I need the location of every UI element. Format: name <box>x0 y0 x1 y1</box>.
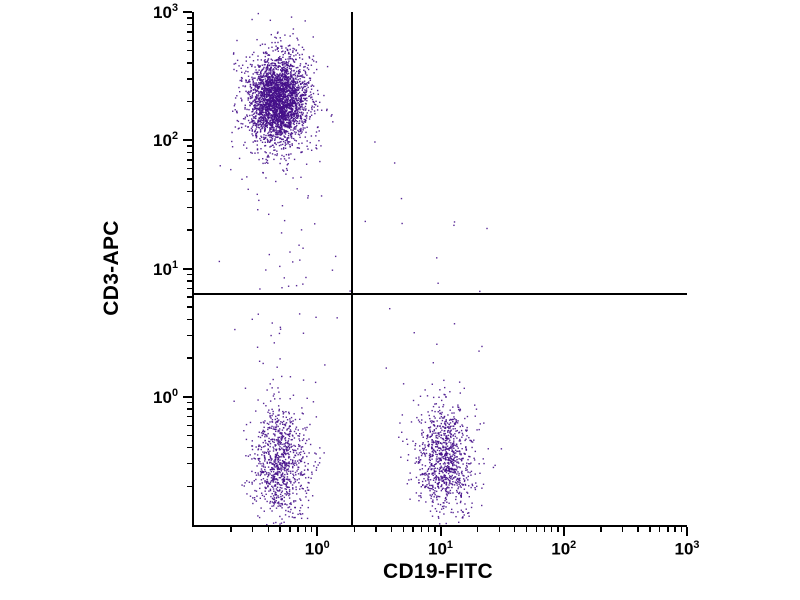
y-minor-tick <box>187 145 192 147</box>
x-minor-tick <box>498 527 500 532</box>
x-minor-tick <box>551 527 553 532</box>
y-minor-tick <box>187 17 192 19</box>
y-minor-tick <box>187 318 192 321</box>
y-minor-tick <box>187 31 192 33</box>
x-minor-tick <box>434 527 436 532</box>
y-minor-tick <box>187 168 192 170</box>
y-major-tick <box>183 139 192 142</box>
x-minor-tick <box>310 527 313 532</box>
x-minor-tick <box>649 527 651 532</box>
x-minor-tick <box>304 527 306 532</box>
y-minor-tick <box>187 62 192 64</box>
y-minor-tick <box>187 190 192 192</box>
y-major-tick <box>183 395 192 398</box>
x-minor-tick <box>600 527 602 532</box>
y-minor-tick <box>187 485 192 488</box>
y-minor-tick <box>187 49 192 52</box>
x-major-tick <box>439 527 442 536</box>
y-minor-tick <box>187 447 192 449</box>
y-minor-tick <box>187 415 192 418</box>
y-minor-tick <box>187 401 192 404</box>
y-minor-tick <box>187 306 192 308</box>
y-major-tick <box>183 267 192 270</box>
x-minor-tick <box>230 527 232 532</box>
x-major-tick <box>686 527 688 536</box>
x-minor-tick <box>667 527 669 532</box>
x-minor-tick <box>375 527 377 532</box>
x-tick-label: 101 <box>428 539 453 559</box>
x-minor-tick <box>267 527 269 532</box>
plot-area: 100 101 102 103 100 101 102 103 <box>153 3 699 558</box>
y-minor-tick <box>187 151 192 154</box>
x-major-tick <box>562 527 565 536</box>
x-minor-tick <box>543 527 546 532</box>
y-minor-tick <box>187 280 192 282</box>
y-axis-title: CD3-APC <box>100 220 123 316</box>
y-minor-tick <box>187 287 192 290</box>
x-minor-tick <box>621 527 624 532</box>
x-minor-tick <box>297 527 299 532</box>
y-minor-tick <box>187 357 192 359</box>
x-minor-tick <box>427 527 430 532</box>
y-minor-tick <box>187 408 192 410</box>
x-minor-tick <box>420 527 423 532</box>
x-minor-tick <box>289 527 291 532</box>
scatter-canvas <box>194 12 687 525</box>
y-minor-tick <box>187 206 192 208</box>
quadrant-gate-horizontal <box>194 293 687 296</box>
x-minor-tick <box>476 527 479 532</box>
x-minor-tick <box>353 527 356 532</box>
x-tick-label: 100 <box>304 539 330 559</box>
x-minor-tick <box>514 527 516 532</box>
y-minor-tick <box>187 424 192 426</box>
y-minor-tick <box>187 23 192 26</box>
y-minor-tick <box>187 273 192 276</box>
x-minor-tick <box>680 527 683 532</box>
y-minor-tick <box>187 39 192 42</box>
x-minor-tick <box>390 527 393 532</box>
y-minor-tick <box>187 159 192 161</box>
x-minor-tick <box>557 527 559 532</box>
y-minor-tick <box>187 334 192 337</box>
x-axis-title: CD19-FITC <box>382 560 494 583</box>
x-minor-tick <box>252 527 254 532</box>
y-minor-tick <box>187 229 192 231</box>
y-minor-tick <box>187 463 192 465</box>
quadrant-gate-vertical <box>350 12 353 525</box>
x-minor-tick <box>535 527 538 532</box>
x-minor-tick <box>525 527 528 532</box>
y-tick-label: 102 <box>153 130 178 151</box>
y-tick-label: 103 <box>153 2 178 22</box>
y-minor-tick <box>187 178 192 180</box>
x-major-tick <box>316 527 319 536</box>
x-minor-tick <box>412 527 414 532</box>
x-tick-label: 102 <box>551 539 577 559</box>
y-tick-label: 100 <box>153 386 178 407</box>
x-minor-tick <box>658 527 661 532</box>
x-tick-label: 103 <box>674 539 700 559</box>
x-minor-tick <box>279 527 281 532</box>
y-minor-tick <box>187 78 192 80</box>
x-minor-tick <box>637 527 639 532</box>
y-minor-tick <box>187 100 192 103</box>
y-minor-tick <box>187 296 192 298</box>
x-minor-tick <box>674 527 676 532</box>
y-tick-label: 101 <box>153 258 178 279</box>
x-minor-tick <box>402 527 405 532</box>
y-major-tick <box>183 11 192 13</box>
y-minor-tick <box>187 434 192 437</box>
